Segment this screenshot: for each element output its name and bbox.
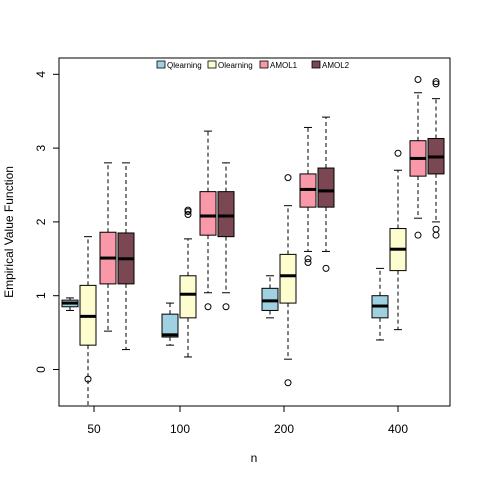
outlier-point (432, 78, 440, 86)
box-body (279, 253, 297, 304)
box-body (317, 167, 335, 208)
outlier-point (432, 80, 440, 88)
y-axis-title: Empirical Value Function (2, 166, 16, 298)
box-amol2-100 (217, 162, 235, 311)
x-tick-label: 400 (388, 422, 408, 436)
outlier-point (394, 149, 402, 157)
box-amol1-400 (409, 75, 427, 239)
box-qlearning-400 (371, 267, 389, 341)
outlier-point (414, 75, 422, 83)
y-tick-label: 0 (34, 366, 48, 373)
outlier-point (284, 379, 292, 387)
legend-swatch (259, 60, 269, 69)
y-axis: 0 1 2 3 4 (34, 71, 60, 373)
legend-swatch (207, 60, 217, 69)
x-tick-label: 200 (274, 422, 294, 436)
outlier-point (284, 174, 292, 182)
box-body (179, 275, 197, 319)
outlier-point (184, 211, 192, 219)
box-qlearning-100 (161, 302, 179, 346)
box-body (161, 313, 179, 338)
box-olearning-100 (179, 206, 197, 358)
outlier-point (304, 258, 312, 266)
box-amol2-50 (117, 162, 135, 351)
legend-label: Qlearning (167, 61, 202, 70)
legend: Qlearning Olearning AMOL1 AMOL2 (156, 60, 350, 70)
outlier-point (414, 231, 422, 239)
y-tick-label: 4 (34, 71, 48, 78)
x-axis: 50 100 200 400 (87, 406, 408, 436)
box-body (199, 191, 217, 236)
box-amol1-50 (99, 162, 117, 332)
x-tick-label: 100 (170, 422, 190, 436)
box-qlearning-200 (261, 275, 279, 319)
legend-swatch (156, 60, 166, 69)
legend-label: AMOL1 (270, 61, 298, 70)
box-body (217, 191, 235, 238)
box-olearning-200 (279, 174, 297, 387)
y-tick-label: 1 (34, 292, 48, 299)
x-tick-label: 50 (87, 422, 101, 436)
box-olearning-50 (79, 236, 97, 406)
boxes-layer (61, 75, 445, 406)
outlier-point (432, 231, 440, 239)
box-amol1-200 (299, 126, 317, 266)
box-amol2-400 (427, 78, 445, 239)
outlier-point (322, 264, 330, 272)
outlier-point (204, 303, 212, 311)
box-amol1-100 (199, 130, 217, 311)
legend-swatch (311, 60, 321, 69)
legend-label: AMOL2 (322, 61, 350, 70)
outlier-point (304, 255, 312, 263)
box-qlearning-50 (61, 297, 79, 311)
outlier-point (84, 375, 92, 383)
outlier-point (184, 206, 192, 214)
y-tick-label: 3 (34, 144, 48, 151)
outlier-point (222, 303, 230, 311)
y-tick-label: 2 (34, 218, 48, 225)
box-olearning-400 (389, 149, 407, 331)
outlier-point (432, 225, 440, 233)
box-amol2-200 (317, 116, 335, 272)
legend-label: Olearning (218, 61, 253, 70)
x-axis-title: n (251, 451, 258, 465)
